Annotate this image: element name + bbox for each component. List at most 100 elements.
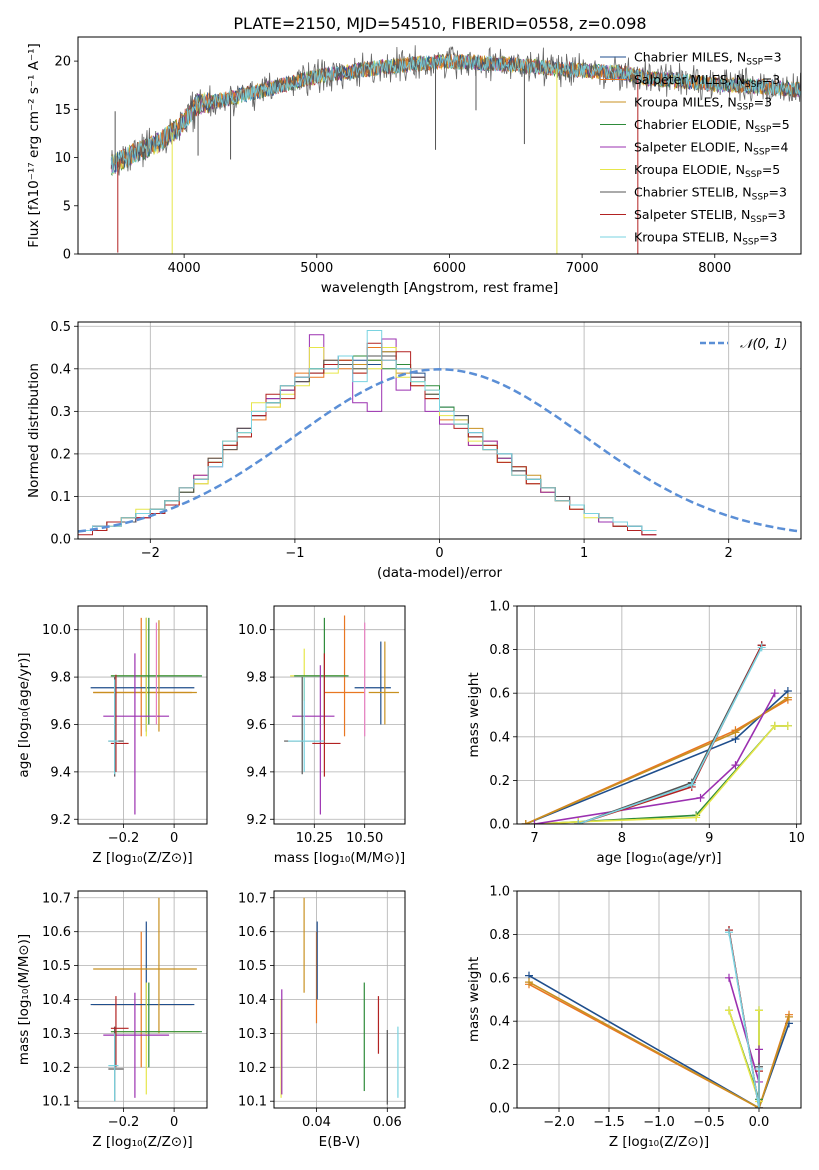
- legend-label: Chabrier STELIB, NSSP=3: [634, 185, 787, 203]
- mass-weight-marker: [770, 689, 779, 698]
- legend-item: Salpeter ELODIE, NSSP=4: [600, 140, 789, 158]
- mass-weight-series: [577, 644, 763, 824]
- legend-item: Chabrier MILES, NSSP=3: [600, 50, 782, 68]
- legend-item: Kroupa STELIB, NSSP=3: [600, 230, 778, 248]
- mass-weight-series: [728, 977, 760, 1083]
- x-tick-label: 10: [788, 831, 805, 846]
- mass-weight-marker: [757, 643, 766, 652]
- y-tick-label: 9.6: [246, 718, 267, 733]
- plot-area: [90, 617, 202, 815]
- y-tick-label: 10.0: [238, 623, 267, 638]
- x-tick-label: 0: [170, 1115, 178, 1130]
- x-tick-label: 4000: [168, 261, 201, 276]
- y-axis-label: Flux [fλ10⁻¹⁷ erg cm⁻² s⁻¹ A⁻¹]: [26, 43, 42, 248]
- x-tick-label: −1.5: [593, 1115, 625, 1130]
- mass-weight-marker: [755, 1104, 763, 1108]
- spectrum-line: [110, 54, 801, 174]
- legend-item: Salpeter MILES, NSSP=3: [600, 72, 780, 90]
- y-tick-label: 10.1: [238, 1095, 267, 1110]
- mass-weight-marker: [574, 820, 583, 824]
- legend-item: Kroupa MILES, NSSP=3: [600, 95, 772, 113]
- plot-area: [525, 926, 793, 1108]
- y-tick-label: 10.7: [238, 891, 267, 906]
- y-tick-label: 0.0: [489, 1102, 510, 1117]
- y-tick-label: 9.2: [246, 813, 267, 828]
- chart-residuals: −2 −1 0 1 2 0.0 0.1 0.2 0.3 0.4 0.5 (data-model)/er…: [26, 320, 802, 581]
- y-tick-label: 10.7: [42, 891, 71, 906]
- mass-weight-marker: [692, 813, 701, 822]
- y-tick-label: 10: [54, 151, 71, 166]
- chart-spectrum: 4000 5000 6000 7000 8000 0 5 10 15 20 wavelength […: [26, 36, 802, 296]
- legend-label: Chabrier MILES, NSSP=3: [634, 50, 782, 68]
- y-tick-label: 0.2: [489, 1058, 510, 1073]
- plot-area: [90, 897, 202, 1102]
- x-tick-label: −2: [141, 546, 160, 561]
- x-tick-label: 8: [618, 831, 626, 846]
- y-tick-label: 0.3: [50, 405, 71, 420]
- x-axis-label: E(B-V): [319, 1134, 361, 1150]
- plot-area: [521, 641, 792, 824]
- plot-area: [110, 45, 801, 254]
- chart-mass_vs_ebv: 0.04 0.06 10.1 10.2 10.3 10.4 10.5 10.6 10.7 E(B-…: [238, 890, 406, 1150]
- axes-frame: [77, 890, 208, 1109]
- x-tick-label: 9: [705, 831, 713, 846]
- x-tick-label: 8000: [698, 261, 731, 276]
- x-tick-label: 1: [580, 546, 588, 561]
- plot-area: [78, 330, 801, 536]
- x-axis-label: mass [log₁₀(M/M⊙)]: [274, 850, 405, 866]
- y-tick-label: 10.2: [42, 1061, 71, 1076]
- x-tick-label: −1.0: [643, 1115, 675, 1130]
- y-tick-label: 10.5: [238, 959, 267, 974]
- mass-weight-marker: [731, 761, 740, 770]
- mass-weight-series: [577, 644, 763, 824]
- x-tick-label: −1: [285, 546, 304, 561]
- legend-label: Salpeter STELIB, NSSP=3: [634, 207, 786, 225]
- legend-item: Salpeter STELIB, NSSP=3: [600, 207, 786, 225]
- histogram-series: [78, 330, 657, 531]
- x-axis-label: wavelength [Angstrom, rest frame]: [321, 280, 559, 296]
- x-axis-label: (data-model)/error: [377, 565, 503, 581]
- y-tick-label: 1.0: [489, 885, 510, 900]
- chart-mass_vs_Z: −0.2 0 10.1 10.2 10.3 10.4 10.5 10.6 10.7 Z [log₁…: [16, 890, 208, 1150]
- y-tick-label: 0.4: [50, 362, 71, 377]
- x-tick-label: 10.50: [346, 831, 383, 846]
- x-tick-label: 0.0: [749, 1115, 770, 1130]
- axes-frame: [77, 36, 802, 255]
- y-tick-label: 10.4: [42, 993, 71, 1008]
- y-axis-label: mass weight: [466, 672, 482, 757]
- x-tick-label: 6000: [433, 261, 466, 276]
- chart-massweight_vs_age: 7 8 9 10 0.0 0.2 0.4 0.6 0.8 1.0 age [log₁₀(age/yr…: [466, 600, 805, 867]
- legend-item: Chabrier ELODIE, NSSP=5: [600, 117, 790, 135]
- y-tick-label: 1.0: [489, 600, 510, 615]
- y-axis-label: age [log₁₀(age/yr)]: [16, 652, 32, 777]
- legend-label: Kroupa MILES, NSSP=3: [634, 95, 772, 113]
- y-tick-label: 0.4: [489, 730, 510, 745]
- x-tick-label: 5000: [300, 261, 333, 276]
- mass-weight-marker: [525, 978, 533, 987]
- x-tick-label: −0.5: [693, 1115, 725, 1130]
- mass-weight-marker: [755, 1006, 763, 1015]
- mass-weight-marker: [696, 793, 705, 802]
- mass-weight-series: [728, 932, 760, 1108]
- chart-massweight_vs_Z: −2.0 −1.5 −1.0 −0.5 0.0 0.0 0.2 0.4 0.6 0.8 1.0 Z […: [466, 885, 802, 1150]
- x-tick-label: 0.04: [302, 1115, 331, 1130]
- legend-label: Kroupa STELIB, NSSP=3: [634, 230, 778, 248]
- y-tick-label: 10.6: [42, 925, 71, 940]
- y-tick-label: 9.8: [246, 671, 267, 686]
- x-tick-label: −2.0: [543, 1115, 575, 1130]
- y-tick-label: 9.4: [50, 765, 71, 780]
- y-axis-label: mass [log₁₀(M/M⊙)]: [16, 934, 32, 1065]
- y-tick-label: 10.3: [238, 1027, 267, 1042]
- legend-label: Kroupa ELODIE, NSSP=5: [634, 162, 780, 180]
- x-tick-label: 7000: [566, 261, 599, 276]
- mass-weight-marker: [785, 1012, 793, 1021]
- y-tick-label: 10.2: [238, 1061, 267, 1076]
- x-tick-label: 10.25: [296, 831, 333, 846]
- plot-area: [284, 615, 399, 815]
- y-tick-label: 10.0: [42, 623, 71, 638]
- mass-weight-marker: [725, 1006, 733, 1015]
- x-axis-label: Z [log₁₀(Z/Z⊙)]: [609, 1134, 709, 1150]
- y-tick-label: 9.6: [50, 718, 71, 733]
- axes-frame: [273, 890, 406, 1109]
